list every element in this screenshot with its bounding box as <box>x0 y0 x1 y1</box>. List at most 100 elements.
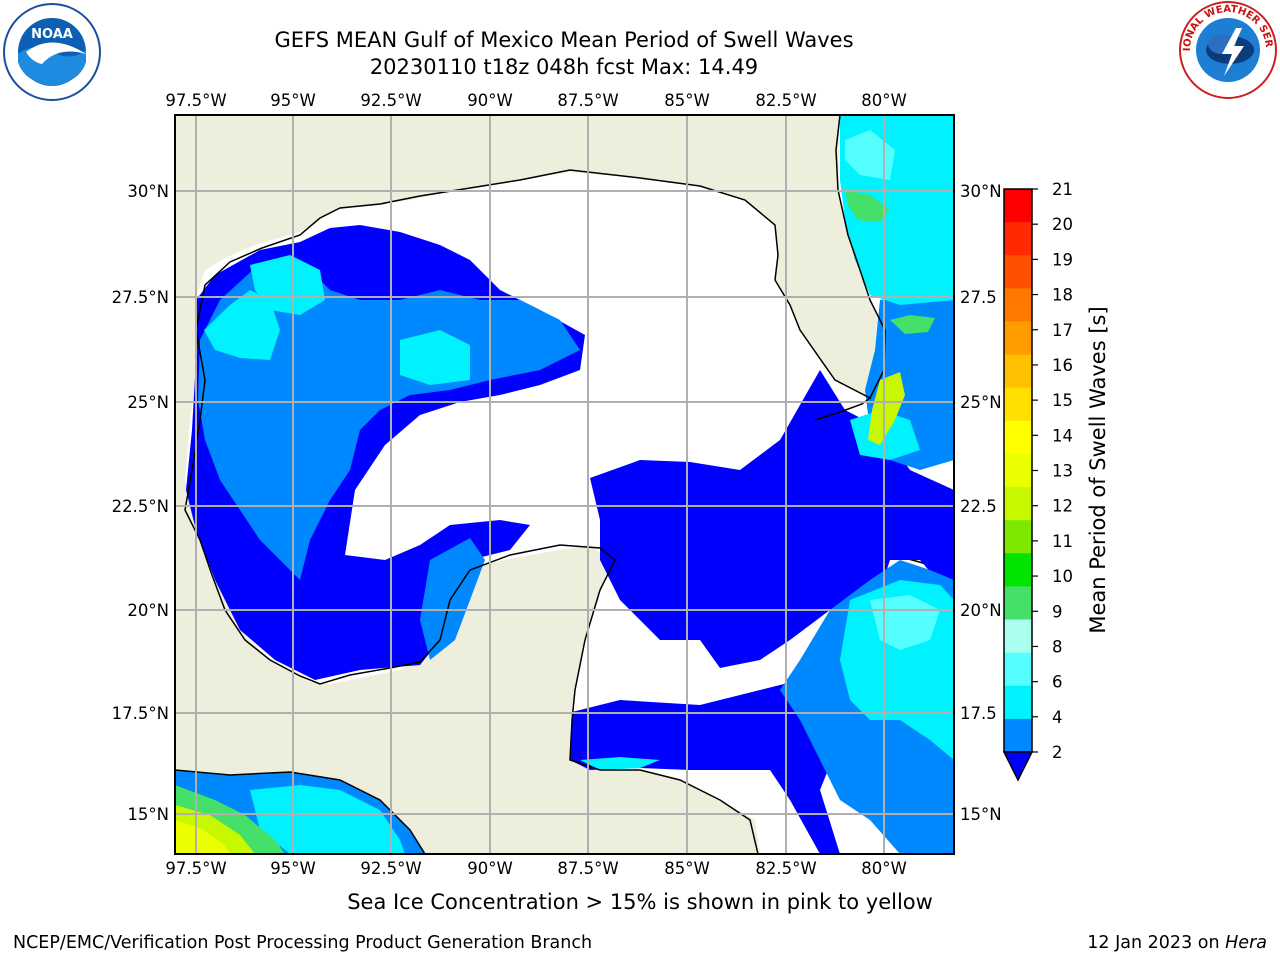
lon-label-bottom: 90°W <box>467 859 513 878</box>
coastline-pacific <box>175 769 426 854</box>
colorbar-swatch <box>1004 189 1032 223</box>
colorbar-tick-label: 9 <box>1052 602 1063 621</box>
lat-label-left: 30°N <box>127 182 169 201</box>
swell-green-bahamas <box>890 315 935 334</box>
colorbar-swatch <box>1004 718 1032 753</box>
colorbar-tick-label: 10 <box>1052 567 1073 586</box>
lat-label-right: 15°N <box>960 805 1002 824</box>
lon-label-top: 82.5°W <box>755 91 816 110</box>
lat-labels-right: 30°N 27.5 25°N 22.5 20°N 17.5 15°N <box>960 182 1002 824</box>
colorbar-swatch <box>1004 685 1032 720</box>
swell-blue-south <box>570 680 840 854</box>
colorbar-swatch <box>1004 619 1032 654</box>
colorbar-swatch <box>1004 520 1032 554</box>
colorbar-label: Mean Period of Swell Waves [s] <box>1086 306 1110 633</box>
swell-cyan-pacific <box>250 785 405 854</box>
lat-label-right: 17.5 <box>960 704 997 723</box>
lat-label-left: 15°N <box>127 805 169 824</box>
colorbar-tick-label: 4 <box>1052 708 1063 727</box>
lat-label-right: 25°N <box>960 393 1002 412</box>
colorbar-swatch <box>1004 255 1032 289</box>
chart-subtitle: 20230110 t18z 048h fcst Max: 14.49 <box>369 55 759 79</box>
colorbar-tick-label: 13 <box>1052 462 1073 481</box>
lon-label-bottom: 85°W <box>664 859 710 878</box>
lon-label-bottom: 95°W <box>270 859 316 878</box>
sea-ice-note: Sea Ice Concentration > 15% is shown in … <box>347 890 933 914</box>
noaa-logo-text: NOAA <box>31 27 73 42</box>
colorbar-swatch <box>1004 420 1032 455</box>
lon-label-top: 80°W <box>861 91 907 110</box>
lat-label-left: 17.5°N <box>112 704 169 723</box>
footer-credit: NCEP/EMC/Verification Post Processing Pr… <box>13 933 593 953</box>
map-frame <box>174 114 955 855</box>
lat-label-left: 25°N <box>127 393 169 412</box>
colorbar-tick-label: 8 <box>1052 637 1063 656</box>
coastline <box>195 115 886 400</box>
chart-title: GEFS MEAN Gulf of Mexico Mean Period of … <box>274 28 854 52</box>
colorbar-swatch <box>1004 652 1032 687</box>
colorbar-tick-label: 11 <box>1052 532 1073 551</box>
lon-label-top: 95°W <box>270 91 316 110</box>
colorbar-tick-label: 12 <box>1052 497 1073 516</box>
swell-ltblue-gulf-south <box>420 538 485 660</box>
colorbar-tick-label: 16 <box>1052 356 1073 375</box>
lat-label-right: 30°N <box>960 182 1002 201</box>
colorbar-swatch <box>1004 487 1032 521</box>
lon-label-top: 97.5°W <box>165 91 226 110</box>
colorbar: 21 20 19 18 17 16 15 14 13 12 11 10 9 8 6 4 2 <box>1003 180 1073 762</box>
footer-date: 12 Jan 2023 on Hera <box>1087 933 1267 953</box>
lon-labels-top: 97.5°W 95°W 92.5°W 90°W 87.5°W 85°W 82.5… <box>165 91 906 110</box>
lon-label-top: 92.5°W <box>360 91 421 110</box>
swell-yellowgreen-bahamas <box>868 372 905 445</box>
nws-logo: NATIONAL WEATHER SERVICE <box>1178 0 1277 99</box>
colorbar-tick-label: 18 <box>1052 286 1073 305</box>
colorbar-swatch <box>1004 321 1032 356</box>
lat-label-right: 22.5 <box>960 497 997 516</box>
noaa-logo: NOAA <box>3 3 101 101</box>
swell-ltcyan-caribbean <box>870 595 940 650</box>
lon-label-bottom: 97.5°W <box>165 859 226 878</box>
colorbar-tick-label: 19 <box>1052 250 1073 269</box>
lon-label-bottom: 80°W <box>861 859 907 878</box>
lat-label-right: 20°N <box>960 601 1002 620</box>
colorbar-tick-label: 6 <box>1052 673 1063 692</box>
colorbar-swatch <box>1004 222 1032 256</box>
lat-label-left: 20°N <box>127 601 169 620</box>
footer-date-text: 12 Jan 2023 on <box>1087 933 1226 953</box>
colorbar-swatch <box>1004 354 1032 389</box>
swell-cyan-central <box>400 330 470 385</box>
colorbar-tick-label: 17 <box>1052 321 1073 340</box>
colorbar-swatch <box>1004 387 1032 422</box>
lat-label-left: 27.5°N <box>112 288 169 307</box>
lon-labels-bottom: 97.5°W 95°W 92.5°W 90°W 87.5°W 85°W 82.5… <box>165 859 906 878</box>
swell-cyan-honduras <box>580 757 660 770</box>
lon-label-bottom: 92.5°W <box>360 859 421 878</box>
colorbar-swatch <box>1004 553 1032 587</box>
coastline-mexico <box>184 329 759 854</box>
colorbar-swatch <box>1004 586 1032 621</box>
lat-label-right: 27.5 <box>960 288 997 307</box>
colorbar-tick-label: 21 <box>1052 180 1073 199</box>
lat-labels-left: 30°N 27.5°N 25°N 22.5°N 20°N 17.5°N 15°N <box>112 182 169 824</box>
colorbar-tick-label: 20 <box>1052 215 1073 234</box>
colorbar-swatch <box>1004 288 1032 322</box>
graticule <box>175 115 954 854</box>
colorbar-tick-label: 15 <box>1052 391 1073 410</box>
footer-host: Hera <box>1225 933 1267 953</box>
swell-cyan-west <box>204 290 280 360</box>
colorbar-tick-label: 2 <box>1052 743 1063 762</box>
lon-label-bottom: 82.5°W <box>755 859 816 878</box>
swell-yellow2-pacific <box>175 820 230 854</box>
swell-ltcyan-atlantic <box>845 130 895 180</box>
lon-label-top: 90°W <box>467 91 513 110</box>
swell-cyan-tx <box>250 255 325 315</box>
lon-label-top: 87.5°W <box>557 91 618 110</box>
lon-label-bottom: 87.5°W <box>557 859 618 878</box>
swell-green-atlantic <box>845 190 890 222</box>
colorbar-tick-label: 14 <box>1052 426 1073 445</box>
colorbar-under-arrow <box>1002 751 1034 782</box>
lat-label-left: 22.5°N <box>112 497 169 516</box>
lon-label-top: 85°W <box>664 91 710 110</box>
colorbar-swatch <box>1004 453 1032 488</box>
